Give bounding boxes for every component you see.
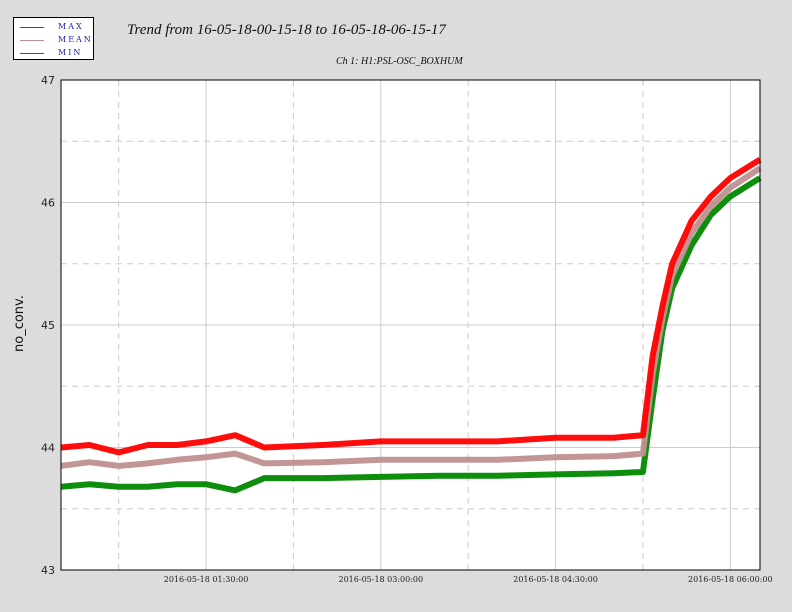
legend-label-max: MAX <box>58 22 84 31</box>
chart-subtitle: Ch 1: H1:PSL-OSC_BOXHUM <box>336 56 463 67</box>
y-tick-label: 46 <box>41 197 55 210</box>
legend-label-min: MIN <box>58 48 83 57</box>
x-tick-label: 2016-05-18 03:00:00 <box>339 575 424 584</box>
y-tick-label: 45 <box>41 319 55 332</box>
legend-swatch-mean <box>20 40 44 41</box>
legend-swatch-max <box>20 27 44 28</box>
series-line-min <box>60 175 762 494</box>
chart-title: Trend from 16-05-18-00-15-18 to 16-05-18… <box>127 22 446 38</box>
y-tick-label: 47 <box>41 74 55 87</box>
x-tick-label: 2016-05-18 06:00:00 <box>688 575 773 584</box>
x-tick-label: 2016-05-18 04:30:00 <box>513 575 598 584</box>
legend-swatch-min <box>20 53 44 54</box>
legend-item-min: MIN <box>14 47 95 59</box>
series-line-mean <box>60 165 762 469</box>
series-line-max <box>60 157 762 456</box>
legend-item-max: MAX <box>14 21 95 33</box>
legend: MAX MEAN MIN <box>13 17 94 60</box>
y-tick-label: 43 <box>41 564 55 577</box>
legend-item-mean: MEAN <box>14 34 95 46</box>
y-tick-label: 44 <box>41 442 55 455</box>
plot-frame <box>60 79 761 571</box>
legend-label-mean: MEAN <box>58 35 93 44</box>
x-tick-label: 2016-05-18 01:30:00 <box>164 575 249 584</box>
